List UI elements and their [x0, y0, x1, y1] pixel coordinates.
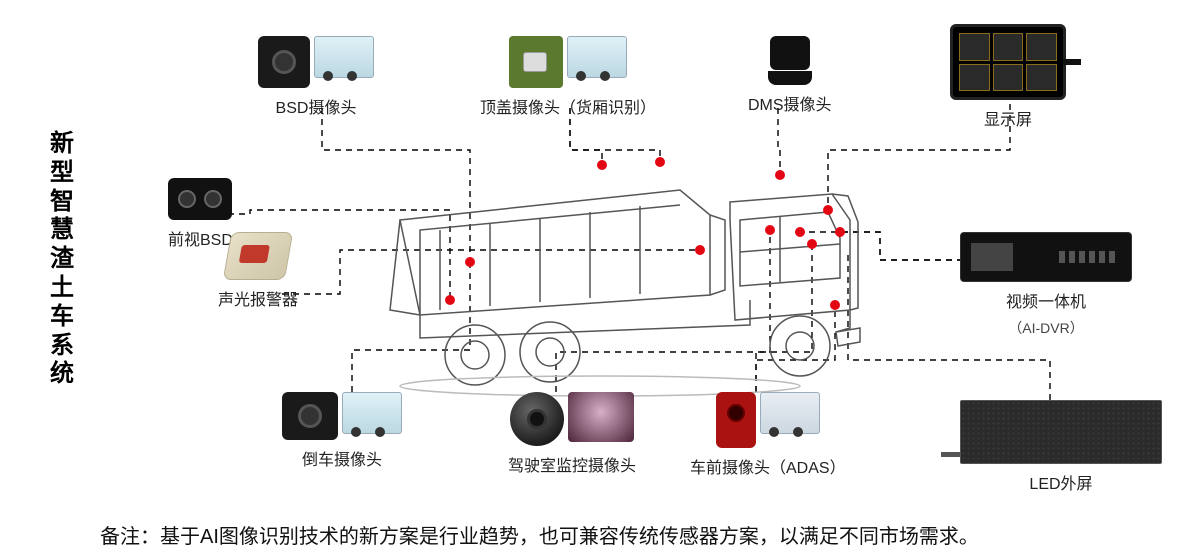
- label-top-cam: 顶盖摄像头（货厢识别）: [480, 94, 656, 118]
- truck-illustration: [380, 160, 870, 400]
- label-cabin: 驾驶室监控摄像头: [508, 452, 636, 476]
- node-bsd-camera: BSD摄像头: [258, 36, 374, 118]
- node-dms-camera: DMS摄像头: [748, 36, 832, 115]
- node-led-panel: LED外屏: [960, 400, 1162, 494]
- label-dms: DMS摄像头: [748, 91, 832, 115]
- label-led: LED外屏: [1029, 470, 1092, 494]
- node-top-cover-camera: 顶盖摄像头（货厢识别）: [480, 36, 656, 118]
- label-bsd: BSD摄像头: [276, 94, 357, 118]
- label-alarm: 声光报警器: [218, 286, 298, 310]
- node-cabin-camera: 驾驶室监控摄像头: [508, 392, 636, 476]
- node-ai-dvr: 视频一体机 （AI-DVR）: [960, 232, 1132, 338]
- label-rear: 倒车摄像头: [302, 446, 382, 470]
- page-title-vertical: 新型智慧渣土车系统: [48, 130, 76, 389]
- node-adas-camera: 车前摄像头（ADAS）: [690, 392, 846, 478]
- node-rear-camera: 倒车摄像头: [282, 392, 402, 470]
- footnote-text: 备注：基于AI图像识别技术的新方案是行业趋势，也可兼容传统传感器方案，以满足不同…: [100, 520, 979, 549]
- label-dvr: 视频一体机: [1006, 288, 1086, 312]
- label-display: 显示屏: [984, 106, 1032, 130]
- label-adas: 车前摄像头（ADAS）: [690, 454, 846, 478]
- page: 新型智慧渣土车系统: [0, 0, 1201, 559]
- node-sound-light-alarm: 声光报警器: [218, 232, 298, 310]
- node-display-screen: 显示屏: [950, 24, 1066, 130]
- label-dvr-sub: （AI-DVR）: [1008, 318, 1083, 338]
